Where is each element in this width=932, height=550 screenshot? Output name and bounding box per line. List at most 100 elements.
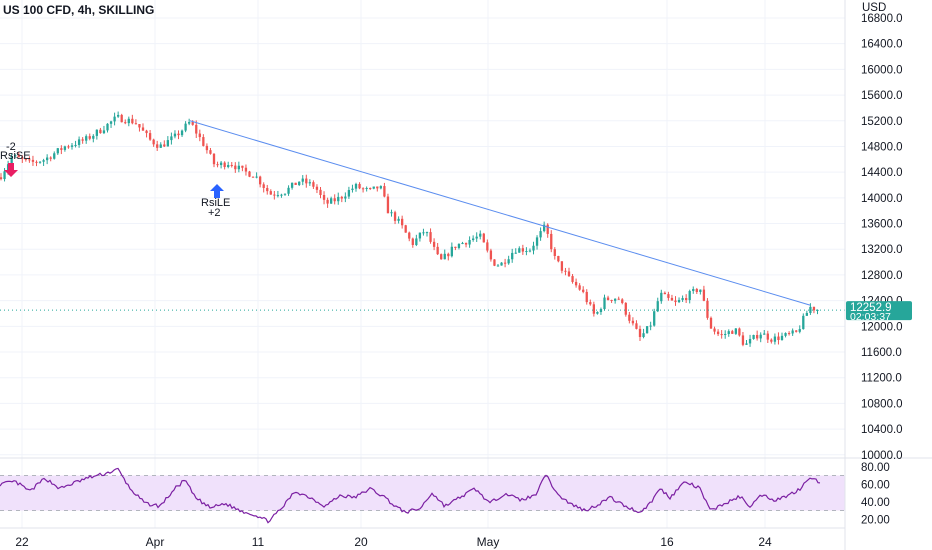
candle [507,255,510,265]
candle [770,338,773,344]
candle [53,151,56,160]
candle [784,332,787,338]
candle [503,258,507,268]
price-axis[interactable]: 16800.0 16400.0 16000.0 15600.0 15200.0 14800… [861,13,903,462]
candle [21,155,24,163]
candle [528,248,532,253]
candle [223,161,226,170]
candle [610,299,613,303]
candle [436,243,439,256]
candle [596,311,599,315]
candle [748,334,752,347]
candle [344,192,347,203]
price-tick-label: 15600.0 [861,90,903,102]
rsi-axis[interactable]: 80.00 60.00 40.00 20.00 [861,462,890,527]
candle [454,246,457,251]
candle [131,114,134,125]
candle [429,228,432,244]
candle [628,311,631,324]
candle [734,327,737,335]
candle [42,158,45,166]
candle [411,237,414,248]
candle [85,134,88,144]
candle [567,267,571,278]
rsi-tick-label: 60.00 [861,479,890,491]
candle [408,231,411,242]
candle [280,193,283,198]
candle [17,151,20,158]
candle [557,255,560,263]
candle [571,274,574,284]
candle [312,180,315,189]
candle [404,224,407,233]
candle [159,142,162,148]
candle [56,147,59,155]
candle [230,162,233,168]
candle [234,162,237,173]
rsi-line [0,467,821,524]
candle [532,241,535,255]
currency-label: USD [862,2,886,14]
candle [0,173,3,181]
candle [99,127,102,134]
candle [645,326,649,334]
candle [106,123,109,133]
candle [479,230,482,240]
candle [212,153,216,168]
candle [397,216,400,224]
candle [422,228,425,236]
candle [472,235,475,242]
candle [330,196,333,204]
candle [156,140,159,151]
candle [276,190,280,198]
candle [731,329,734,334]
candle [38,161,42,164]
candle [795,330,798,333]
candle [266,184,269,195]
candle [578,283,581,291]
time-axis[interactable]: 22 Apr 11 20 May 16 24 [15,535,772,549]
price-tick-label: 14800.0 [861,141,903,153]
candle [372,186,375,190]
candle [787,331,791,336]
time-tick-label: Apr [146,535,165,549]
candles-group [0,111,819,347]
candle [440,253,443,260]
candle [74,140,77,148]
candle [88,133,91,141]
candle [709,316,713,329]
candle [653,308,656,327]
candle [493,259,496,267]
candle [109,120,113,128]
candle [511,248,514,263]
candle [727,329,730,337]
candle [24,158,27,162]
candle [322,191,326,205]
price-tick-label: 10400.0 [861,424,903,436]
trend-line[interactable] [189,120,811,306]
candle [376,186,379,192]
grid-lines [0,0,845,528]
signal-short-count: -2 [6,141,16,153]
candle [237,161,240,173]
candle [660,289,663,304]
candle [205,143,209,154]
price-tick-label: 14400.0 [861,167,903,179]
candle [759,332,762,343]
candle [337,192,340,205]
signal-short[interactable]: -2 RsiSE [0,141,31,177]
signal-long[interactable]: RsiLE +2 [201,184,230,219]
candle [81,137,84,144]
candle [347,186,351,199]
candle [706,298,709,320]
candle [585,289,588,305]
candle [148,130,152,141]
candle [500,262,503,266]
candle [667,291,670,301]
candle [202,134,205,147]
price-tick-label: 14000.0 [861,193,903,205]
rsi-tick-label: 20.00 [861,514,890,526]
time-tick-label: May [477,535,500,549]
signal-long-count: +2 [208,207,221,219]
